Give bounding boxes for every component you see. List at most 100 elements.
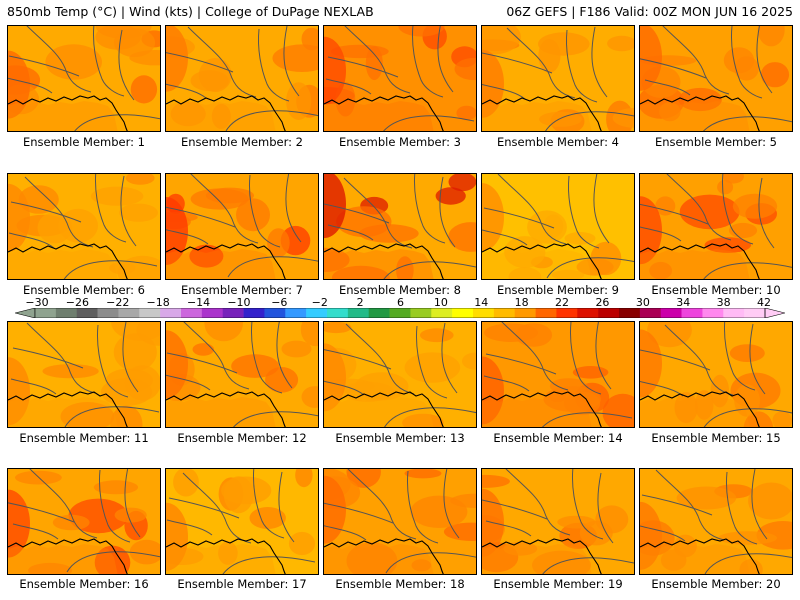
warm-anomaly-fill <box>482 356 504 425</box>
temperature-contour-fill <box>119 203 158 222</box>
temperature-contour-fill <box>694 390 714 420</box>
isotherm-line <box>233 411 318 427</box>
isotherm-line <box>703 408 792 427</box>
temperature-contour-fill <box>757 26 785 47</box>
temperature-map <box>8 26 160 131</box>
temperature-contour-fill <box>602 393 634 427</box>
isotherm-line <box>8 55 80 77</box>
temperature-map <box>482 469 634 574</box>
colorbar-cell <box>702 308 724 318</box>
temperature-map <box>640 322 792 427</box>
temperature-contour-fill <box>456 105 476 121</box>
isotherm-line <box>344 26 411 94</box>
temperature-contour-fill <box>130 75 158 104</box>
isotherm-line <box>546 257 634 279</box>
temperature-contour-fill <box>249 507 286 529</box>
temperature-contour-fill <box>454 57 476 81</box>
isotherm-line <box>414 174 446 244</box>
isotherm-line <box>278 471 295 543</box>
isotherm-line <box>482 499 548 520</box>
isotherm-line <box>443 469 460 539</box>
isotherm-line <box>347 469 417 540</box>
colorbar-tick-label: 14 <box>474 296 489 309</box>
isotherm-line <box>704 553 792 574</box>
isotherm-line <box>542 412 633 427</box>
isotherm-line <box>644 79 691 96</box>
isotherm-line <box>183 322 250 390</box>
isotherm-line <box>345 323 415 395</box>
ensemble-member-label: Ensemble Member: 18 <box>335 577 465 591</box>
coastline <box>324 243 444 279</box>
warm-anomaly-fill <box>640 501 662 570</box>
colorbar-cell <box>76 308 98 318</box>
temperature-contour-fill <box>170 101 206 127</box>
gulf-region <box>640 249 750 279</box>
temperature-contour-fill <box>52 514 90 531</box>
colorbar-cell <box>389 308 411 318</box>
isotherm-line <box>384 407 476 427</box>
isotherm-line <box>485 353 557 375</box>
temperature-contour-fill <box>739 559 763 574</box>
temperature-contour-fill <box>398 26 445 37</box>
ensemble-member-label: Ensemble Member: 19 <box>493 577 623 591</box>
temperature-contour-fill <box>435 187 466 205</box>
temperature-contour-fill <box>539 111 582 127</box>
coastline <box>482 243 602 279</box>
isotherm-line <box>182 472 252 544</box>
isotherm-line <box>597 472 614 544</box>
isotherm-line <box>640 226 682 242</box>
isotherm-line <box>485 520 532 537</box>
gulf-region <box>482 249 592 279</box>
coastline <box>324 538 444 574</box>
isotherm-line <box>506 27 576 99</box>
isotherm-line <box>572 469 604 540</box>
isotherm-line <box>324 502 394 524</box>
temperature-contour-fill <box>173 469 199 497</box>
temperature-map <box>640 26 792 131</box>
isotherm-line <box>385 552 476 574</box>
isotherm-line <box>8 77 53 94</box>
isotherm-line <box>416 325 448 399</box>
ensemble-member-label: Ensemble Member: 4 <box>497 135 619 149</box>
colorbar-tick-label: 10 <box>433 296 448 309</box>
temperature-contour-fill <box>717 179 734 195</box>
colorbar-cell <box>452 308 474 318</box>
isotherm-line <box>726 471 758 545</box>
isotherm-line <box>751 469 768 540</box>
isotherm-line <box>97 324 129 398</box>
ensemble-panel <box>165 468 319 575</box>
temperature-contour-fill <box>396 256 414 279</box>
gulf-region <box>166 397 276 427</box>
isotherm-line <box>483 207 555 229</box>
temperature-contour-fill <box>60 402 115 427</box>
isotherm-line <box>63 260 158 279</box>
temperature-contour-fill <box>331 265 390 279</box>
temperature-map <box>8 469 160 574</box>
ensemble-panel <box>7 468 161 575</box>
coastline <box>324 391 444 427</box>
ensemble-panel <box>165 25 319 132</box>
temperature-contour-fill <box>543 214 564 238</box>
isotherm-line <box>93 26 125 97</box>
colorbar-cell <box>493 308 516 318</box>
coastline <box>166 243 286 279</box>
temperature-map <box>166 174 318 279</box>
colorbar-cell <box>347 308 370 318</box>
temperature-map <box>324 26 476 131</box>
warm-anomaly-fill <box>166 26 188 92</box>
colorbar-cell <box>535 308 557 318</box>
isotherm-line <box>166 352 238 374</box>
colorbar-cell <box>556 308 578 318</box>
isotherm-line <box>483 375 530 392</box>
coastline <box>166 391 286 427</box>
ensemble-member-label: Ensemble Member: 17 <box>177 577 307 591</box>
temperature-contour-fill <box>462 352 476 370</box>
temperature-contour-fill <box>410 495 468 528</box>
temperature-contour-fill <box>114 507 147 523</box>
ensemble-panel <box>481 173 635 280</box>
ensemble-panel <box>7 173 161 280</box>
colorbar-cell <box>139 308 161 318</box>
colorbar-cell <box>619 308 641 318</box>
isotherm-line <box>227 256 318 278</box>
colorbar-cell <box>160 308 182 318</box>
